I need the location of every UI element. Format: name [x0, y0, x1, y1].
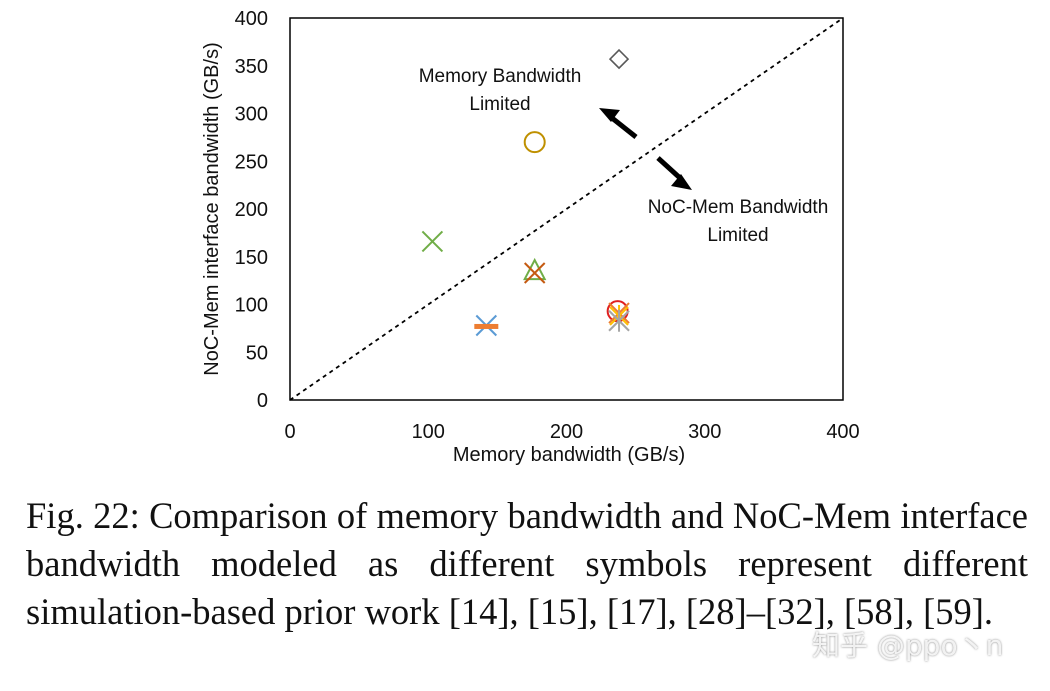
- y-axis-label: NoC-Mem interface bandwidth (GB/s): [201, 42, 223, 375]
- y-tick-label: 150: [235, 247, 268, 269]
- x-tick-label: 0: [284, 421, 295, 443]
- x-axis-label: Memory bandwidth (GB/s): [453, 444, 685, 466]
- y-axis-ticks: 0 50 100 150 200 250 300 350 400: [235, 8, 268, 412]
- data-points: [421, 48, 630, 337]
- data-point-asterisk-gray: [608, 309, 630, 332]
- x-tick-label: 100: [412, 421, 445, 443]
- annotation-noc-limited-line2: Limited: [707, 225, 768, 246]
- arrow-head-upper: [599, 108, 620, 122]
- data-point-x-green: [421, 230, 444, 253]
- figure-caption: Fig. 22: Comparison of memory bandwidth …: [26, 495, 1028, 632]
- data-point-diamond: [608, 48, 630, 70]
- data-point-x-brown: [523, 262, 546, 284]
- y-tick-label: 350: [235, 56, 268, 78]
- y-tick-label: 50: [246, 342, 268, 364]
- watermark: 知乎 @ppo丶n: [812, 629, 1004, 662]
- data-point-triangle-green: [523, 257, 547, 281]
- arrow-head-lower: [671, 174, 692, 190]
- y-tick-label: 300: [235, 104, 268, 126]
- y-tick-label: 0: [257, 390, 268, 412]
- x-tick-label: 200: [550, 421, 583, 443]
- arrow-segment-lower: [656, 156, 682, 180]
- annotation-memory-limited-line2: Limited: [469, 94, 530, 115]
- y-tick-label: 400: [235, 8, 268, 30]
- y-tick-label: 250: [235, 151, 268, 173]
- data-point-dash-orange: [474, 323, 499, 329]
- x-tick-label: 300: [688, 421, 721, 443]
- annotation-noc-limited-line1: NoC-Mem Bandwidth: [648, 197, 829, 218]
- annotation-memory-limited-line1: Memory Bandwidth: [419, 66, 582, 87]
- arrow-segment-upper: [610, 116, 638, 139]
- double-arrow: [599, 108, 692, 190]
- y-tick-label: 200: [235, 199, 268, 221]
- scatter-chart: 0 50 100 150 200 250 300 350 400 0 100 200 300 400 M…: [201, 8, 860, 466]
- y-tick-label: 100: [235, 295, 268, 317]
- x-tick-label: 400: [826, 421, 859, 443]
- data-point-circle-gold: [523, 131, 546, 154]
- plot-frame: [289, 17, 844, 401]
- x-axis-ticks: 0 100 200 300 400: [284, 421, 859, 443]
- diagonal-reference-line: [289, 17, 844, 401]
